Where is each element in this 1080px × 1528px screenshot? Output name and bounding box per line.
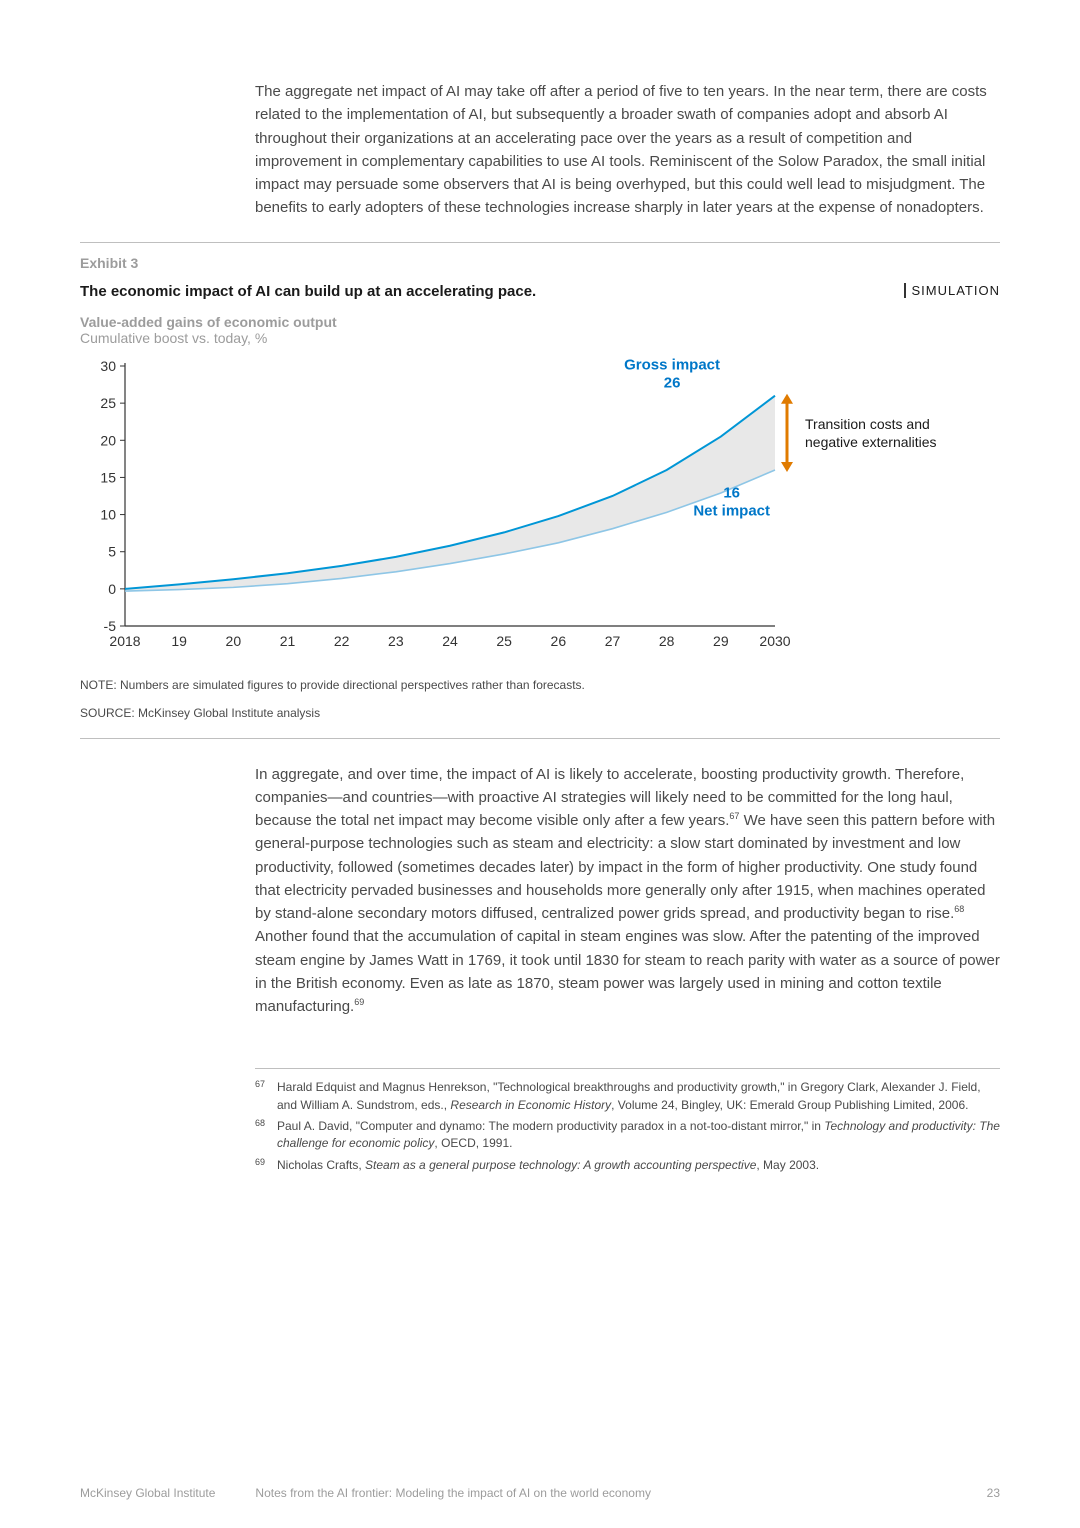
svg-text:-5: -5 bbox=[104, 618, 117, 634]
simulation-tag: SIMULATION bbox=[904, 283, 1001, 298]
fn69-a: Nicholas Crafts, bbox=[277, 1158, 365, 1172]
intro-paragraph: The aggregate net impact of AI may take … bbox=[255, 80, 1000, 220]
fn68-a: Paul A. David, "Computer and dynamo: The… bbox=[277, 1119, 824, 1133]
fn67-i: Research in Economic History bbox=[450, 1098, 611, 1112]
chart-note: NOTE: Numbers are simulated figures to p… bbox=[80, 678, 1000, 692]
footnote-num: 67 bbox=[255, 1078, 277, 1113]
page-footer: McKinsey Global Institute Notes from the… bbox=[80, 1486, 1000, 1500]
svg-text:28: 28 bbox=[659, 633, 675, 649]
svg-text:Net impact: Net impact bbox=[693, 502, 770, 519]
footnotes: 67 Harald Edquist and Magnus Henrekson, … bbox=[255, 1079, 1000, 1174]
svg-text:30: 30 bbox=[100, 358, 116, 374]
chart-title: The economic impact of AI can build up a… bbox=[80, 283, 536, 300]
divider-bottom bbox=[80, 738, 1000, 739]
svg-text:Transition costs and: Transition costs and bbox=[805, 415, 930, 431]
svg-text:23: 23 bbox=[388, 633, 404, 649]
sup-69: 69 bbox=[354, 997, 364, 1007]
footnote-text: Nicholas Crafts, Steam as a general purp… bbox=[277, 1157, 819, 1174]
svg-text:27: 27 bbox=[605, 633, 621, 649]
fn68-b: , OECD, 1991. bbox=[434, 1136, 512, 1150]
footer-left: McKinsey Global Institute bbox=[80, 1486, 215, 1500]
divider-top bbox=[80, 242, 1000, 243]
footnote-text: Paul A. David, "Computer and dynamo: The… bbox=[277, 1118, 1000, 1153]
chart-subtitle-1: Value-added gains of economic output bbox=[80, 314, 1000, 330]
svg-text:20: 20 bbox=[100, 432, 116, 448]
svg-text:20: 20 bbox=[226, 633, 242, 649]
footnote-69: 69 Nicholas Crafts, Steam as a general p… bbox=[255, 1157, 1000, 1174]
sup-68: 68 bbox=[954, 904, 964, 914]
svg-text:16: 16 bbox=[723, 484, 740, 501]
fn69-b: , May 2003. bbox=[756, 1158, 819, 1172]
svg-text:2030: 2030 bbox=[759, 633, 790, 649]
footer-page-number: 23 bbox=[987, 1486, 1000, 1500]
chart-svg: -5 0 5 10 15 20 25 30 2018 19 20 21 22 23 24 25 26 27 28 29… bbox=[80, 356, 1000, 656]
svg-text:26: 26 bbox=[551, 633, 567, 649]
chart-title-row: The economic impact of AI can build up a… bbox=[80, 283, 1000, 300]
footnote-text: Harald Edquist and Magnus Henrekson, "Te… bbox=[277, 1079, 1000, 1114]
footnote-num: 68 bbox=[255, 1117, 277, 1152]
chart-subtitle-2: Cumulative boost vs. today, % bbox=[80, 330, 1000, 346]
svg-text:21: 21 bbox=[280, 633, 296, 649]
exhibit-label: Exhibit 3 bbox=[80, 255, 1000, 271]
svg-text:24: 24 bbox=[442, 633, 458, 649]
svg-text:26: 26 bbox=[664, 374, 681, 391]
svg-text:0: 0 bbox=[108, 580, 116, 596]
footer-mid: Notes from the AI frontier: Modeling the… bbox=[255, 1486, 986, 1500]
svg-text:negative externalities: negative externalities bbox=[805, 433, 937, 449]
fn67-b: , Volume 24, Bingley, UK: Emerald Group … bbox=[611, 1098, 968, 1112]
svg-text:5: 5 bbox=[108, 543, 116, 559]
svg-text:Gross impact: Gross impact bbox=[624, 356, 720, 373]
footnote-divider bbox=[255, 1068, 1000, 1069]
body-paragraph-2: In aggregate, and over time, the impact … bbox=[255, 763, 1000, 1019]
footnote-67: 67 Harald Edquist and Magnus Henrekson, … bbox=[255, 1079, 1000, 1114]
svg-text:25: 25 bbox=[496, 633, 512, 649]
p2-c: Another found that the accumulation of c… bbox=[255, 928, 1000, 1015]
svg-text:15: 15 bbox=[100, 469, 116, 485]
footnote-68: 68 Paul A. David, "Computer and dynamo: … bbox=[255, 1118, 1000, 1153]
chart-source: SOURCE: McKinsey Global Institute analys… bbox=[80, 706, 1000, 720]
svg-text:10: 10 bbox=[100, 506, 116, 522]
svg-text:2018: 2018 bbox=[109, 633, 140, 649]
svg-text:19: 19 bbox=[171, 633, 187, 649]
fn69-i: Steam as a general purpose technology: A… bbox=[365, 1158, 756, 1172]
footnote-num: 69 bbox=[255, 1156, 277, 1173]
svg-text:22: 22 bbox=[334, 633, 350, 649]
svg-text:25: 25 bbox=[100, 395, 116, 411]
sup-67: 67 bbox=[729, 811, 739, 821]
chart-container: -5 0 5 10 15 20 25 30 2018 19 20 21 22 23 24 25 26 27 28 29… bbox=[80, 356, 1000, 666]
svg-text:29: 29 bbox=[713, 633, 729, 649]
